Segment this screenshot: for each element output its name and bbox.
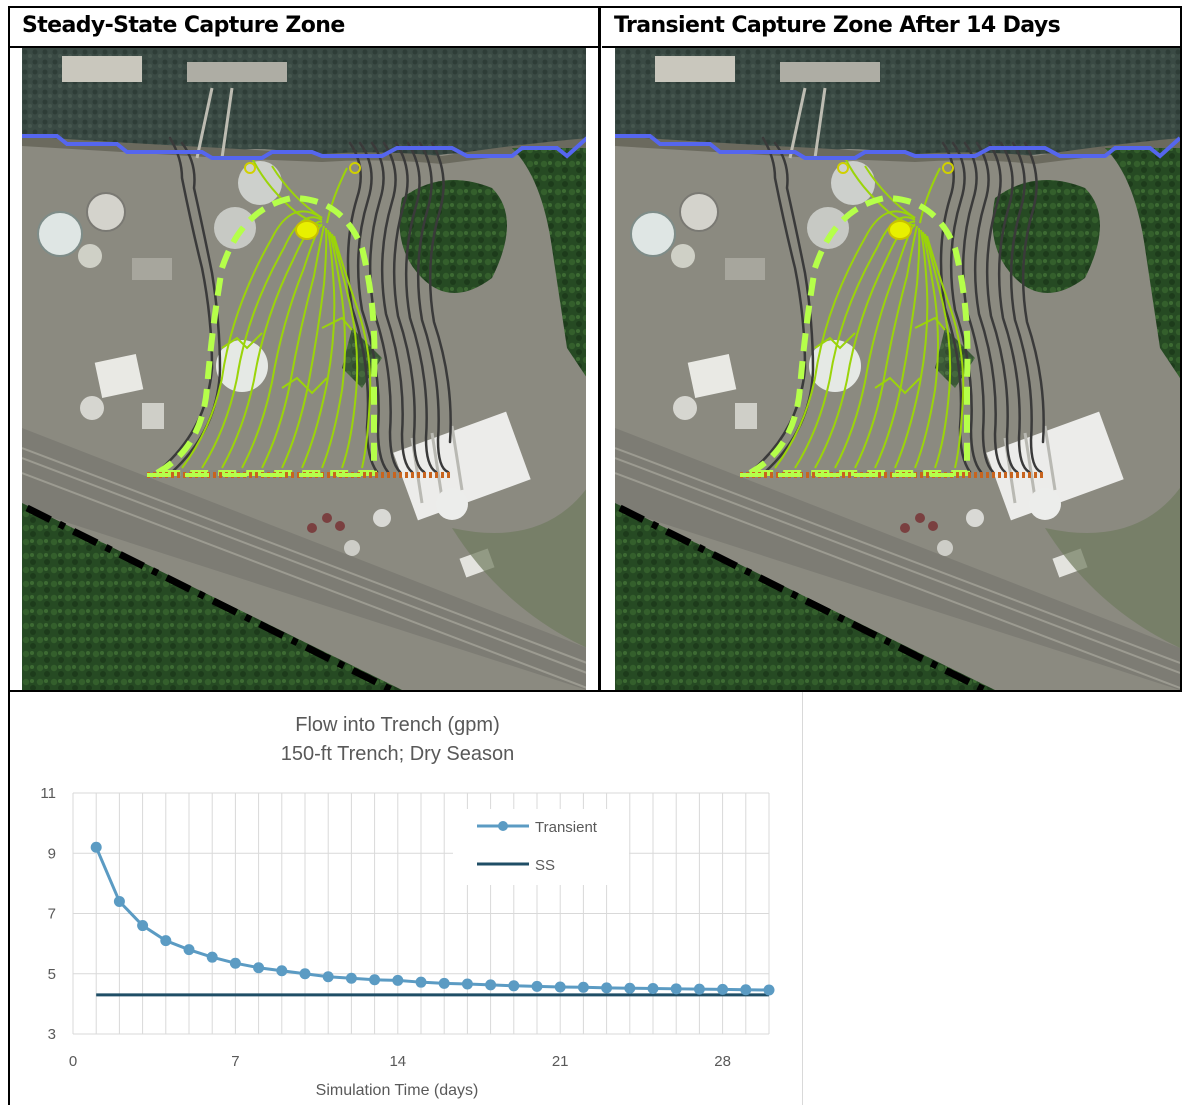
x-axis-label: Simulation Time (days) xyxy=(316,1082,479,1099)
transient-point xyxy=(369,974,381,986)
x-tick-label: 7 xyxy=(231,1053,239,1070)
transient-point xyxy=(183,944,195,956)
capture-zone-outline xyxy=(738,194,971,476)
model-boundary-line xyxy=(618,504,987,690)
series-transient-line xyxy=(94,846,770,992)
transient-point xyxy=(577,981,589,993)
transient-point xyxy=(763,984,775,996)
figure-frame xyxy=(8,6,1182,692)
capture-zone-outline xyxy=(145,194,378,476)
flow-chart: 3 5 7 9 11 0 7 14 21 28 Simulation Time (days) Tran… xyxy=(40,785,775,1099)
transient-point xyxy=(206,951,218,963)
capture-well-marker xyxy=(295,220,319,240)
legend-transient-marker xyxy=(498,821,508,831)
transient-point xyxy=(531,980,543,992)
y-tick-label: 11 xyxy=(40,785,56,802)
x-tick-label: 14 xyxy=(389,1053,406,1070)
transient-point xyxy=(253,962,265,974)
model-boundary-line xyxy=(25,504,394,690)
panel-divider xyxy=(598,6,601,692)
transient-point xyxy=(461,978,473,990)
transient-point xyxy=(322,971,334,983)
legend-transient-label: Transient xyxy=(535,819,598,836)
transient-point xyxy=(392,974,404,986)
steady-state-panel-title: Steady-State Capture Zone xyxy=(10,6,600,48)
transient-capture-map xyxy=(615,48,1180,690)
transient-point xyxy=(624,982,636,994)
transient-point xyxy=(160,935,172,947)
transient-point xyxy=(415,976,427,988)
transient-point xyxy=(90,841,102,853)
transient-point xyxy=(554,981,566,993)
y-tick-label: 3 xyxy=(48,1026,56,1043)
transient-panel-title: Transient Capture Zone After 14 Days xyxy=(602,6,1182,48)
transient-point xyxy=(508,980,520,992)
transient-point xyxy=(647,983,659,995)
transient-point xyxy=(693,983,705,995)
capture-well-marker xyxy=(888,220,912,240)
legend-box xyxy=(453,809,629,885)
transient-point xyxy=(137,920,149,932)
transient-point xyxy=(740,984,752,996)
steady-state-capture-map xyxy=(22,48,586,690)
transient-point xyxy=(670,983,682,995)
chart-area xyxy=(8,692,803,1105)
chart-title: Flow into Trench (gpm) xyxy=(295,714,500,736)
river-boundary-line xyxy=(22,134,586,160)
transient-point xyxy=(113,895,125,907)
bypass-flowlines xyxy=(160,136,452,474)
transient-point xyxy=(276,965,288,977)
transient-point xyxy=(299,968,311,980)
y-tick-label: 5 xyxy=(48,966,56,983)
transient-point xyxy=(485,979,497,991)
transient-point xyxy=(345,972,357,984)
x-tick-label: 0 xyxy=(69,1053,77,1070)
x-tick-label: 21 xyxy=(552,1053,569,1070)
y-tick-label: 7 xyxy=(48,906,56,923)
transient-point xyxy=(601,982,613,994)
transient-point xyxy=(717,983,729,995)
chart-subtitle: 150-ft Trench; Dry Season xyxy=(280,743,515,765)
legend-ss-label: SS xyxy=(535,857,555,874)
transient-point xyxy=(229,957,241,969)
river-boundary-line xyxy=(615,134,1180,160)
transient-point xyxy=(438,977,450,989)
aerial-basemap xyxy=(22,48,586,690)
y-tick-label: 9 xyxy=(48,845,56,862)
x-tick-label: 28 xyxy=(714,1053,731,1070)
